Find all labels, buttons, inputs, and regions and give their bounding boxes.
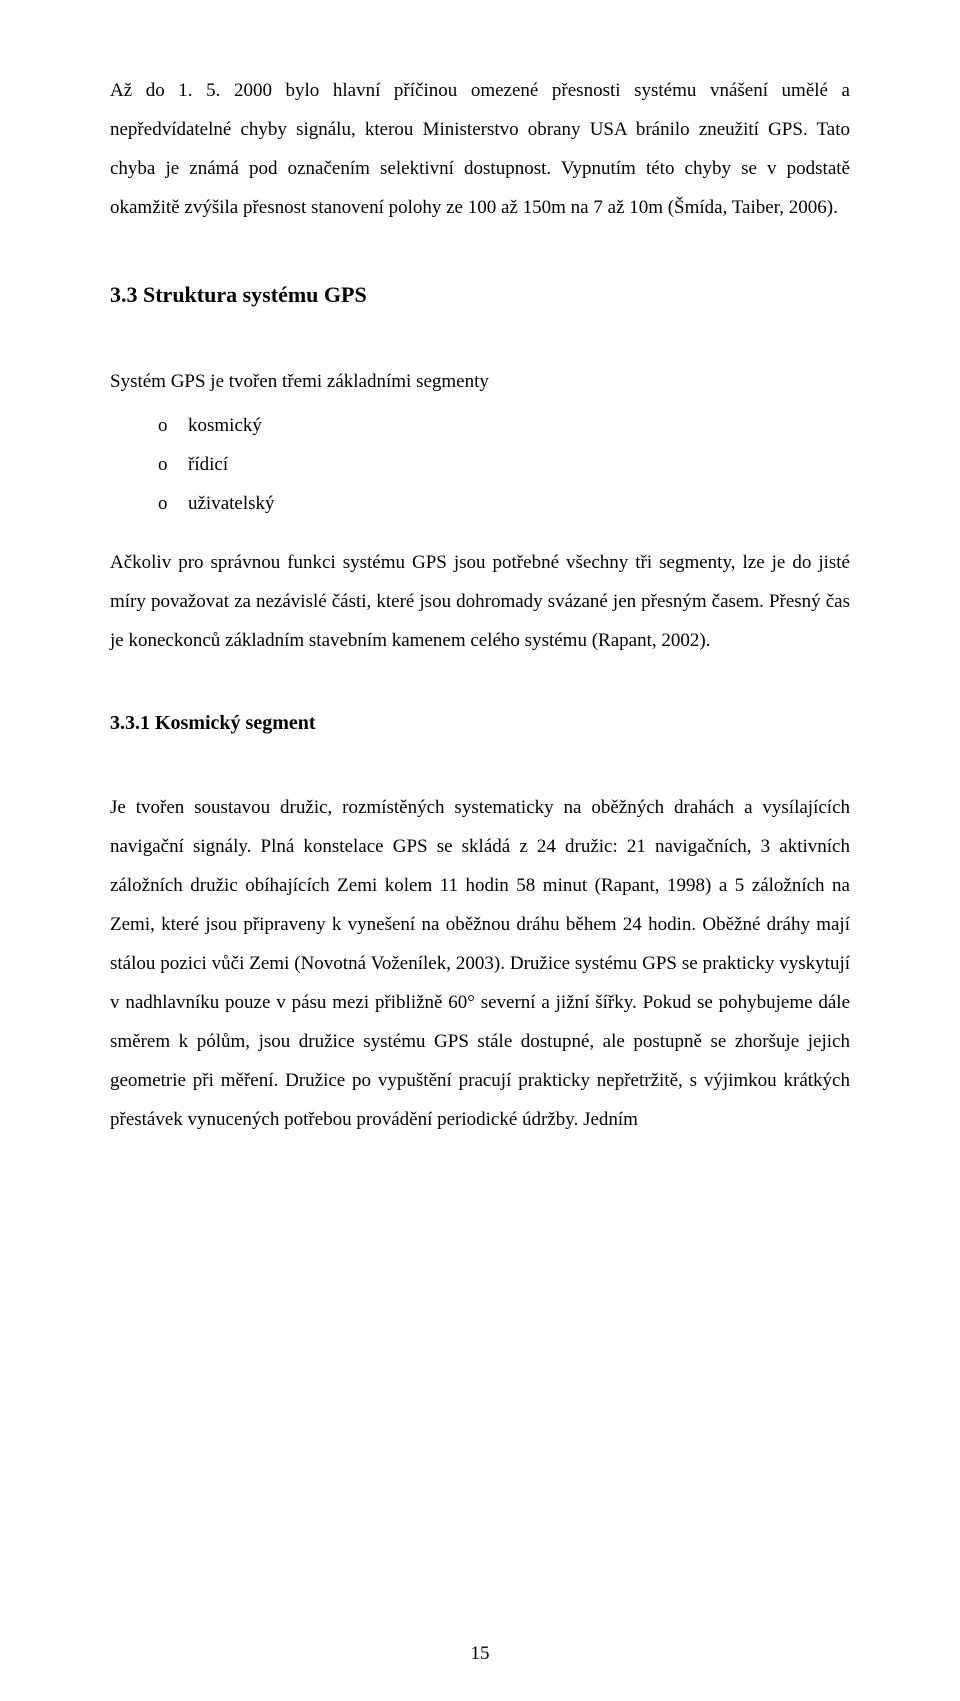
list-item-label: řídicí: [188, 454, 228, 475]
segments-list: o kosmický o řídicí o uživatelský: [110, 407, 850, 524]
list-item: o řídicí: [110, 446, 850, 485]
paragraph-kosmicky-segment: Je tvořen soustavou družic, rozmístěných…: [110, 789, 850, 1139]
bullet-icon: o: [158, 485, 168, 524]
heading-kosmicky-segment: 3.3.1 Kosmický segment: [110, 709, 850, 737]
page-number: 15: [0, 1643, 960, 1665]
list-item-label: kosmický: [188, 415, 262, 436]
paragraph-segments-description: Ačkoliv pro správnou funkci systému GPS …: [110, 544, 850, 661]
list-item: o uživatelský: [110, 485, 850, 524]
spacer: [110, 759, 850, 789]
list-item-label: uživatelský: [188, 493, 275, 514]
heading-struktura-systemu-gps: 3.3 Struktura systému GPS: [110, 280, 850, 311]
document-page: Až do 1. 5. 2000 bylo hlavní příčinou om…: [0, 0, 960, 1701]
list-item: o kosmický: [110, 407, 850, 446]
spacer: [110, 333, 850, 363]
bullet-icon: o: [158, 407, 168, 446]
segments-intro-text: Systém GPS je tvořen třemi základními se…: [110, 363, 850, 402]
paragraph-intro-chyba: Až do 1. 5. 2000 bylo hlavní příčinou om…: [110, 72, 850, 228]
bullet-icon: o: [158, 446, 168, 485]
